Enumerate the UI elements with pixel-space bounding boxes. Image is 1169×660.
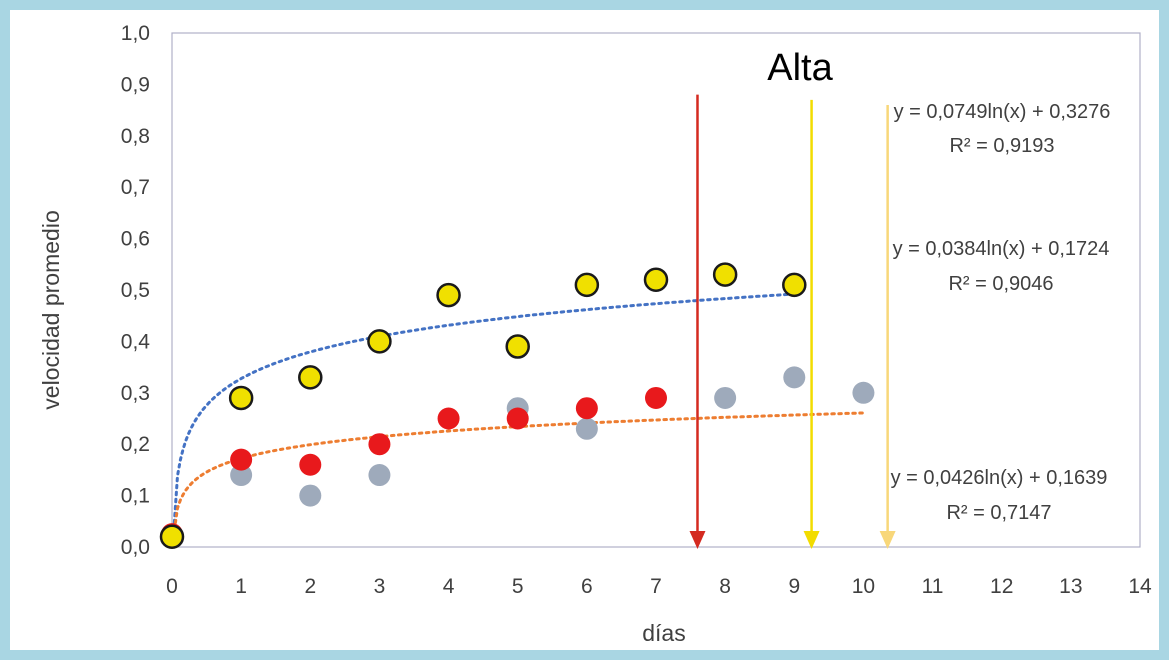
y-tick-label: 1,0 [121,22,150,45]
data-point [299,453,322,476]
x-tick-label: 5 [512,575,524,598]
y-tick-label: 0,8 [121,125,150,148]
y-tick-label: 0,3 [121,382,150,405]
y-tick-label: 0,1 [121,485,150,508]
y-tick-label: 0,2 [121,433,150,456]
arrow-head [689,531,706,549]
x-tick-label: 10 [852,575,875,598]
y-tick-label: 0,7 [121,176,150,199]
data-point [298,365,323,390]
chart-title: Alta [767,47,833,89]
data-point [505,334,530,359]
data-point [368,464,391,487]
data-point [714,386,737,409]
x-tick-label: 14 [1128,575,1152,598]
x-tick-label: 3 [374,575,386,598]
r-squared-label: R² = 0,9046 [948,273,1053,295]
equation-line: y = 0,0749ln(x) + 0,3276 [894,101,1111,123]
data-point [643,267,669,292]
y-tick-label: 0,4 [121,330,151,353]
data-point [575,397,598,420]
data-point [782,272,807,298]
x-tick-label: 6 [581,575,593,598]
trendline [171,292,796,539]
x-tick-label: 0 [166,575,178,598]
data-point [230,464,253,487]
x-tick-label: 9 [788,575,800,598]
x-tick-label: 2 [304,575,316,598]
data-point [852,381,875,404]
y-tick-label: 0,0 [121,536,150,559]
y-axis-title: velocidad promedio [38,210,64,409]
x-tick-label: 12 [990,575,1013,598]
y-tick-label: 0,6 [121,228,150,251]
arrow-head [803,531,820,549]
y-tick-label: 0,9 [121,73,150,96]
r-squared-label: R² = 0,9193 [949,135,1054,157]
equation-line: y = 0,0384ln(x) + 0,1724 [893,238,1110,260]
data-point [368,433,391,456]
data-point [299,484,322,507]
x-tick-label: 11 [922,575,944,598]
data-point [645,386,667,409]
data-point [437,407,460,430]
r-squared-label: R² = 0,7147 [946,502,1051,524]
data-point [367,329,392,354]
x-tick-label: 1 [235,575,247,598]
data-point [506,407,529,430]
x-tick-label: 13 [1059,575,1082,598]
data-point [574,272,600,298]
arrow-head [879,531,896,549]
data-point [575,417,598,440]
data-point [230,448,253,471]
y-tick-label: 0,5 [121,279,150,302]
data-point [783,366,806,389]
x-tick-label: 4 [443,575,455,598]
x-axis-title: días [642,620,685,646]
data-point [436,282,461,308]
data-point [159,524,185,549]
data-point [228,385,254,411]
data-point [712,262,738,287]
equation-line: y = 0,0426ln(x) + 0,1639 [891,467,1108,489]
x-tick-label: 7 [650,575,662,598]
x-tick-label: 8 [719,575,731,598]
